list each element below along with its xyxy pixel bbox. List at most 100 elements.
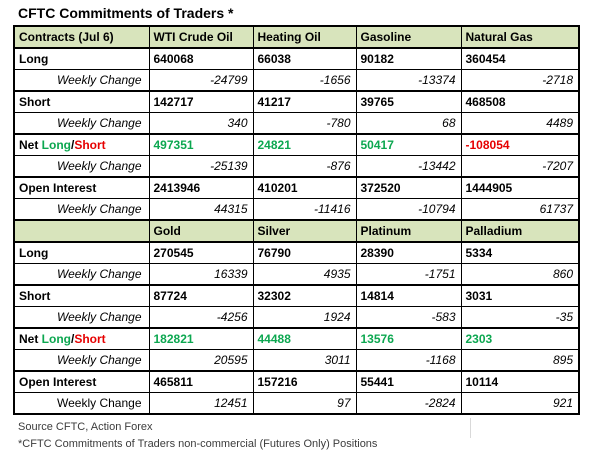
table-row: Weekly Change 12451 97 -2824 921 (14, 392, 579, 414)
net-label-part: / (71, 138, 75, 152)
table-row: Net Long/Short 497351 24821 50417 -108054 (14, 133, 579, 156)
column-header-natural-gas: Natural Gas (460, 26, 579, 48)
weekly-change-value: 4935 (252, 263, 356, 285)
table-row: Short 87724 32302 14814 3031 (14, 284, 579, 307)
value-cell: 640068 (148, 47, 253, 70)
page-title: CFTC Commitments of Traders * (18, 5, 234, 21)
value-cell: 14814 (355, 284, 461, 307)
weekly-change-value: 1924 (252, 306, 356, 328)
cot-table: Contracts (Jul 6) WTI Crude Oil Heating Oi… (13, 25, 580, 415)
weekly-change-value: 921 (460, 392, 579, 414)
weekly-change-value: 12451 (148, 392, 253, 414)
column-header-palladium: Palladium (460, 219, 579, 242)
table-row: Weekly Change 16339 4935 -1751 860 (14, 263, 579, 285)
weekly-change-label: Weekly Change (14, 392, 149, 414)
weekly-change-value: -876 (252, 155, 356, 177)
value-cell: 32302 (252, 284, 356, 307)
section-header-row: Contracts (Jul 6) WTI Crude Oil Heating Oi… (14, 26, 579, 48)
net-label-part: Short (74, 138, 106, 152)
column-header-contracts-jul-6: Contracts (Jul 6) (14, 26, 149, 48)
weekly-change-value: 68 (355, 112, 461, 134)
column-header-blank (14, 219, 149, 242)
net-value: 24821 (252, 133, 356, 156)
weekly-change-value: -13374 (355, 69, 461, 91)
row-label-open-interest: Open Interest (14, 176, 149, 199)
row-label-long: Long (14, 241, 149, 264)
net-label-part: Short (74, 332, 106, 346)
weekly-change-value: -13442 (355, 155, 461, 177)
value-cell: 87724 (148, 284, 253, 307)
definition-note: *CFTC Commitments of Traders non-commerc… (18, 438, 378, 450)
net-value: 44488 (252, 327, 356, 350)
net-label-part: Net (19, 138, 42, 152)
weekly-change-value: -1656 (252, 69, 356, 91)
table-row: Short 142717 41217 39765 468508 (14, 90, 579, 113)
weekly-change-label: Weekly Change (14, 198, 149, 220)
weekly-change-value: -10794 (355, 198, 461, 220)
gridline-artifact (470, 418, 471, 438)
weekly-change-value: -11416 (252, 198, 356, 220)
weekly-change-value: -7207 (460, 155, 579, 177)
net-value: -108054 (460, 133, 579, 156)
value-cell: 372520 (355, 176, 461, 199)
weekly-change-value: -780 (252, 112, 356, 134)
value-cell: 410201 (252, 176, 356, 199)
table-row: Open Interest 2413946 410201 372520 1444905 (14, 176, 579, 199)
net-value: 13576 (355, 327, 461, 350)
value-cell: 468508 (460, 90, 579, 113)
net-label-part: / (71, 332, 75, 346)
column-header-silver: Silver (252, 219, 356, 242)
value-cell: 28390 (355, 241, 461, 264)
column-header-heating-oil: Heating Oil (252, 26, 356, 48)
weekly-change-label: Weekly Change (14, 69, 149, 91)
table-row: Long 640068 66038 90182 360454 (14, 47, 579, 70)
weekly-change-value: 895 (460, 349, 579, 371)
weekly-change-value: -1168 (355, 349, 461, 371)
weekly-change-value: -1751 (355, 263, 461, 285)
weekly-change-value: -25139 (148, 155, 253, 177)
row-label-short: Short (14, 284, 149, 307)
net-value: 50417 (355, 133, 461, 156)
value-cell: 270545 (148, 241, 253, 264)
net-value: 182821 (148, 327, 253, 350)
weekly-change-value: -2718 (460, 69, 579, 91)
row-label-open-interest: Open Interest (14, 370, 149, 393)
value-cell: 90182 (355, 47, 461, 70)
weekly-change-value: -583 (355, 306, 461, 328)
net-value: 497351 (148, 133, 253, 156)
value-cell: 1444905 (460, 176, 579, 199)
value-cell: 10114 (460, 370, 579, 393)
weekly-change-value: 3011 (252, 349, 356, 371)
table-row: Weekly Change 44315 -11416 -10794 61737 (14, 198, 579, 220)
row-label-long: Long (14, 47, 149, 70)
weekly-change-label: Weekly Change (14, 112, 149, 134)
weekly-change-label: Weekly Change (14, 349, 149, 371)
weekly-change-value: -24799 (148, 69, 253, 91)
table-row: Weekly Change -24799 -1656 -13374 -2718 (14, 69, 579, 91)
column-header-platinum: Platinum (355, 219, 461, 242)
table-row: Net Long/Short 182821 44488 13576 2303 (14, 327, 579, 350)
weekly-change-value: 20595 (148, 349, 253, 371)
value-cell: 157216 (252, 370, 356, 393)
value-cell: 465811 (148, 370, 253, 393)
section-header-row: Gold Silver Platinum Palladium (14, 219, 579, 242)
row-label-short: Short (14, 90, 149, 113)
weekly-change-value: 4489 (460, 112, 579, 134)
net-long-short-label: Net Long/Short (14, 133, 149, 156)
column-header-wti-crude-oil: WTI Crude Oil (148, 26, 253, 48)
table-row: Weekly Change 340 -780 68 4489 (14, 112, 579, 134)
value-cell: 5334 (460, 241, 579, 264)
value-cell: 41217 (252, 90, 356, 113)
weekly-change-value: 340 (148, 112, 253, 134)
table-row: Open Interest 465811 157216 55441 10114 (14, 370, 579, 393)
net-label-part: Long (41, 138, 71, 152)
table-row: Weekly Change -25139 -876 -13442 -7207 (14, 155, 579, 177)
column-header-gasoline: Gasoline (355, 26, 461, 48)
weekly-change-value: -4256 (148, 306, 253, 328)
net-label-part: Long (41, 332, 71, 346)
value-cell: 55441 (355, 370, 461, 393)
value-cell: 3031 (460, 284, 579, 307)
net-value: 2303 (460, 327, 579, 350)
weekly-change-value: -2824 (355, 392, 461, 414)
weekly-change-label: Weekly Change (14, 155, 149, 177)
